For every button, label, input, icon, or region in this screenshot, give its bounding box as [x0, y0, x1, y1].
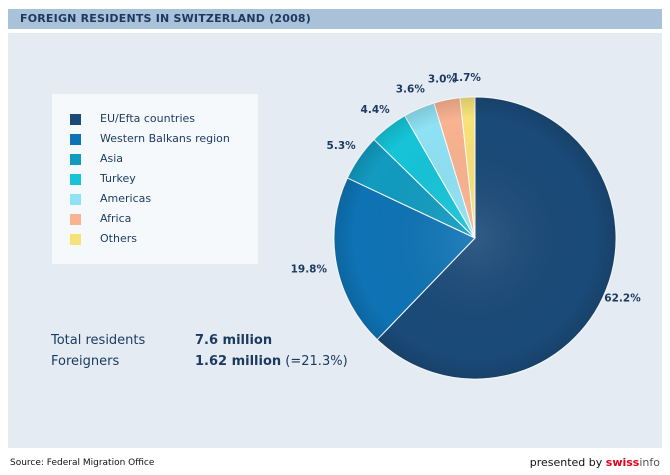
stat-value: 7.6 million: [195, 333, 272, 348]
credit: presented by swissinfo: [530, 456, 660, 469]
source-note: Source: Federal Migration Office: [10, 458, 155, 468]
slice-data-label: 3.6%: [396, 83, 426, 95]
slice-data-label: 19.8%: [291, 264, 328, 276]
slice-data-label: 4.4%: [361, 104, 391, 116]
legend-swatch: [70, 134, 81, 145]
brand-info: info: [639, 456, 660, 469]
slice-data-label: 1.7%: [452, 72, 482, 84]
stat-value-bold: 1.62 million: [195, 354, 282, 369]
stat-value-bold: 7.6 million: [195, 333, 273, 348]
slice-data-label: 3.0%: [428, 73, 458, 85]
legend-label: Western Balkans region: [100, 132, 230, 145]
legend: EU/Efta countries Western Balkans region…: [52, 94, 258, 264]
legend-swatch: [70, 154, 81, 165]
stat-label: Foreigners: [51, 354, 120, 369]
title-bar: FOREIGN RESIDENTS IN SWITZERLAND (2008): [8, 9, 662, 29]
stat-value: 1.62 million (=21.3%): [195, 354, 348, 369]
legend-swatch: [70, 234, 81, 245]
legend-swatch: [70, 114, 81, 125]
legend-swatch: [70, 194, 81, 205]
legend-label: Americas: [100, 192, 152, 205]
slice-data-label: 5.3%: [327, 140, 357, 152]
legend-label: Others: [100, 232, 137, 245]
chart-title: FOREIGN RESIDENTS IN SWITZERLAND (2008): [20, 12, 312, 25]
legend-label: Asia: [100, 152, 124, 165]
legend-label: Africa: [100, 212, 132, 225]
credit-presented-by: presented by: [529, 456, 606, 469]
stat-value-rest: (=21.3%): [281, 354, 348, 369]
legend-swatch: [70, 174, 81, 185]
legend-label: Turkey: [100, 172, 136, 185]
legend-swatch: [70, 214, 81, 225]
slice-data-label: 62.2%: [604, 293, 641, 305]
brand-swiss: swiss: [605, 456, 640, 469]
legend-label: EU/Efta countries: [100, 112, 195, 125]
stat-label: Total residents: [51, 333, 146, 348]
